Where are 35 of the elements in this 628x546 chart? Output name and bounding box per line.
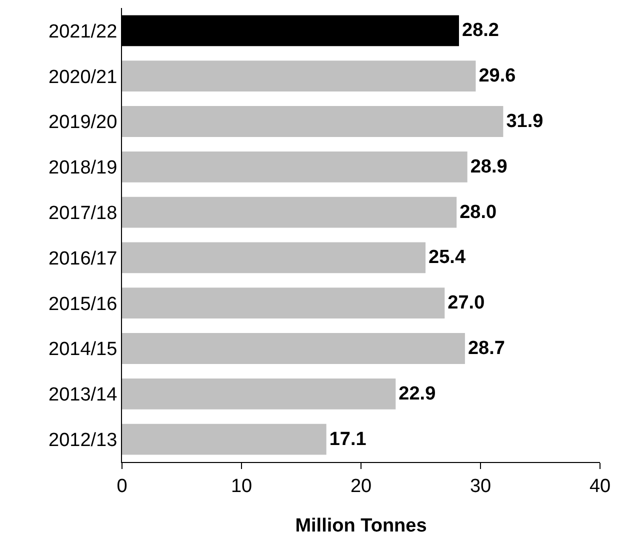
y-tick-label: 2020/21 [48,66,118,88]
y-tick-label: 2015/16 [48,294,118,315]
y-tick-label: 2012/13 [48,430,118,451]
bar [122,288,445,319]
bar [122,424,326,455]
data-label: 22.9 [398,383,436,404]
x-tick-label: 10 [230,476,252,497]
x-tick-label: 30 [470,476,492,497]
x-axis-title: Million Tonnes [295,516,427,537]
bar [122,60,476,92]
bar [122,151,468,182]
y-tick-label: 2016/17 [48,248,118,270]
bar [122,196,457,228]
data-label: 28.2 [462,20,499,42]
y-tick-label: 2021/22 [48,21,118,42]
bar [122,333,465,364]
bar [122,242,426,274]
data-label: 17.1 [329,428,367,450]
data-label: 28.0 [460,202,497,223]
x-tick-label: 40 [589,476,611,497]
data-label: 31.9 [506,111,544,132]
data-label: 27.0 [448,292,485,314]
data-label: 28.7 [468,338,505,359]
data-label: 28.9 [470,156,508,178]
y-tick-label: 2014/15 [48,339,118,360]
x-tick-label: 0 [116,476,128,497]
data-label: 25.4 [428,247,466,268]
y-tick-label: 2018/19 [48,158,118,179]
bar [122,378,396,410]
y-tick-label: 2017/18 [48,202,118,224]
y-tick-label: 2019/20 [48,112,118,134]
y-tick-label: 2013/14 [48,384,118,406]
bar [122,106,504,137]
x-tick-label: 20 [350,476,372,497]
data-label: 29.6 [478,66,516,87]
